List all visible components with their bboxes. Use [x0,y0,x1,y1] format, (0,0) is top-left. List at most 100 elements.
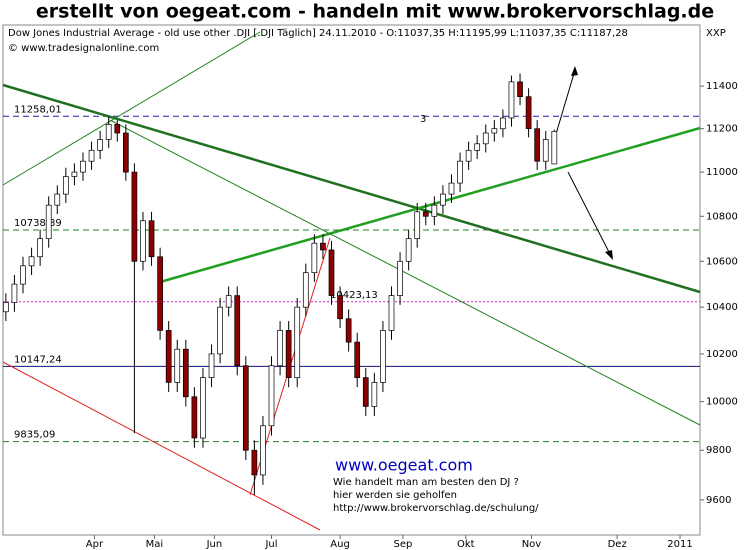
trendline [109,119,701,426]
candle-body [302,272,309,308]
grid [93,85,704,539]
y-tick-label: 10200 [706,349,738,360]
candle-body [268,365,275,427]
candle-body [20,265,26,285]
candle-body [551,131,558,165]
candle-body [474,143,481,151]
candle-body [508,81,515,119]
candle-body [157,256,163,331]
candle-body [345,318,352,343]
candle-body [122,132,129,173]
level-label: 10738,89 [14,218,62,229]
candle-body [448,182,455,195]
candle-body [200,377,206,439]
x-tick-label: Jun [206,539,223,550]
candle-body [457,160,463,184]
copyright: © www.tradesignalonline.com [8,43,159,54]
x-tick-label: 2011 [667,539,692,550]
candle-body [191,396,198,439]
annotation: http://www.brokervorschlag.de/schulung/ [333,503,539,514]
level-label: 11258,01 [14,104,62,115]
wave-label: 3 [420,114,426,125]
y-tick-label: 10800 [706,211,738,222]
candle-body [148,220,155,258]
x-tick-label: Dez [608,539,627,550]
candle-body [62,176,69,195]
candle-body [311,242,318,274]
y-tick-label: 11000 [706,167,738,178]
candle-body [422,211,429,217]
annotation: hier werden sie geholfen [333,490,457,501]
y-tick-label: 10000 [706,397,738,408]
y-tick-label: 9800 [706,445,731,456]
candle-body [131,171,138,262]
arrow [555,69,576,135]
trendlines [2,31,701,531]
candle-body [517,81,523,98]
plot-frame [2,24,701,536]
y-tick-label: 10600 [706,256,738,267]
candle-body [285,330,292,378]
trendline [2,83,701,294]
trendline [159,126,701,284]
x-tick-label: Nov [522,539,542,550]
candle-body [225,295,232,308]
level-label: 10423,13 [330,290,378,301]
y-tick-label: 11200 [706,124,738,135]
subtitle: Dow Jones Industrial Average - old use o… [8,28,628,39]
x-tick-label: Mai [146,539,164,550]
candle-body [182,348,189,398]
candle-body [242,365,249,451]
candle-body [88,149,95,162]
candle-body [114,124,121,134]
trendline [2,31,261,186]
axis-corner-label: XXP [706,28,726,39]
candle-body [260,425,266,476]
trendline [2,361,321,531]
candle-body [362,377,369,407]
arrowhead [571,66,578,76]
candle-body [482,132,489,145]
x-tick-label: Okt [457,539,475,550]
candle-body [354,341,361,378]
candle-body [431,204,438,217]
arrow [567,171,612,257]
candle-body [11,283,18,303]
candle-body [371,382,378,407]
candle-body [337,295,343,320]
x-tick-label: Jul [264,539,277,550]
candle-body [234,295,241,367]
chart-title: erstellt von oegeat.com - handeln mit ww… [36,1,714,23]
candle-body [534,128,541,162]
candle-body [465,149,472,162]
candle-body [105,124,112,140]
candle-body [542,139,549,162]
x-tick-label: Aug [330,539,350,550]
candle-body [380,330,386,383]
y-tick-label: 10400 [706,302,738,313]
y-tick-label: 11400 [706,81,738,92]
x-tick-label: Apr [86,539,104,550]
y-tick-label: 9600 [706,495,731,506]
candle-body [251,449,258,476]
candle-body [3,302,9,313]
candle-body [277,330,283,367]
candle-body [165,330,172,383]
level-label: 9835,09 [14,430,55,441]
candle-body [294,306,301,378]
candle-body [491,128,498,134]
x-tick-label: Sep [393,539,412,550]
levels: 11258,01 10738,89 10423,13 10147,24 9835,09 [3,104,700,443]
candle-body [80,160,86,173]
candle-body [500,117,506,130]
candle-body [174,348,181,383]
candle-body [328,249,335,296]
candle-body [140,220,146,262]
candle-body [45,204,52,240]
candle-body [320,242,326,251]
arrowhead [605,250,613,260]
candles [3,73,558,495]
candle-body [97,139,103,151]
candle-body [54,193,61,206]
